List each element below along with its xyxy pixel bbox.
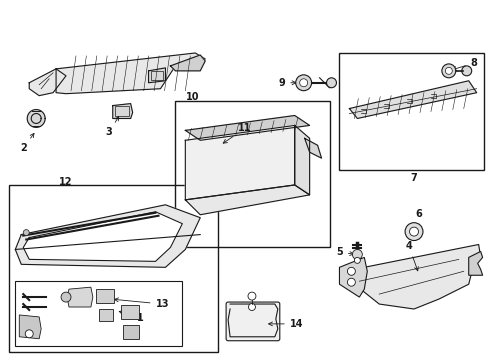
FancyBboxPatch shape (225, 302, 279, 341)
Text: 1: 1 (119, 311, 143, 323)
Text: 8: 8 (451, 58, 477, 71)
Polygon shape (468, 251, 482, 275)
Text: 3: 3 (105, 117, 119, 138)
Polygon shape (19, 315, 41, 339)
Circle shape (354, 257, 360, 264)
Circle shape (445, 67, 451, 74)
Polygon shape (339, 257, 366, 297)
Circle shape (248, 303, 255, 310)
Text: 14: 14 (268, 319, 303, 329)
Polygon shape (227, 304, 277, 337)
Bar (121, 305, 138, 319)
Polygon shape (304, 138, 321, 158)
Circle shape (295, 75, 311, 91)
Polygon shape (170, 55, 205, 71)
Bar (96, 289, 114, 303)
Circle shape (326, 78, 336, 88)
Text: 10: 10 (185, 92, 199, 102)
Circle shape (404, 223, 422, 240)
Polygon shape (185, 125, 294, 200)
Polygon shape (23, 212, 182, 261)
Polygon shape (27, 109, 45, 127)
Text: 12: 12 (59, 177, 73, 187)
Circle shape (441, 64, 455, 78)
Circle shape (247, 292, 255, 300)
Circle shape (346, 278, 355, 286)
Polygon shape (113, 104, 132, 118)
Text: 11: 11 (223, 123, 251, 143)
Circle shape (61, 292, 71, 302)
Text: 2: 2 (20, 134, 34, 153)
Bar (9, 185, 218, 352)
Circle shape (409, 227, 418, 236)
Polygon shape (354, 244, 480, 309)
Text: 5: 5 (335, 247, 353, 257)
Bar (99, 309, 113, 321)
Polygon shape (67, 287, 93, 307)
Bar (175, 100, 329, 247)
Circle shape (352, 249, 362, 260)
Polygon shape (148, 68, 165, 83)
Text: 9: 9 (278, 78, 295, 88)
Bar (15, 281, 182, 346)
Circle shape (346, 267, 355, 275)
Bar (150, 71, 163, 80)
Circle shape (461, 66, 471, 76)
Text: 4: 4 (405, 242, 417, 271)
Circle shape (299, 79, 307, 87)
Text: 6: 6 (413, 209, 422, 228)
Polygon shape (185, 116, 309, 140)
Polygon shape (56, 53, 205, 94)
Bar (115, 105, 128, 117)
Polygon shape (15, 205, 200, 267)
Text: 13: 13 (114, 298, 169, 309)
Bar (339, 53, 483, 170)
Polygon shape (185, 185, 309, 215)
Polygon shape (29, 69, 66, 96)
Polygon shape (349, 81, 476, 118)
Bar (122, 325, 138, 339)
Polygon shape (294, 125, 309, 195)
Text: 7: 7 (410, 173, 417, 183)
Circle shape (23, 230, 29, 235)
Circle shape (25, 330, 33, 338)
